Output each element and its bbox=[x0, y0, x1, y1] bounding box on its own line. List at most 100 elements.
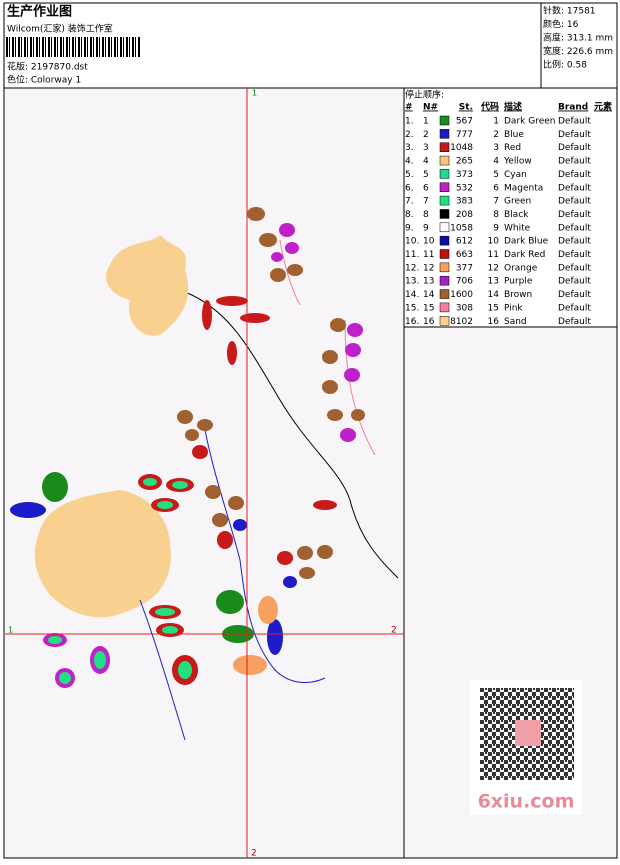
row-index: 6. bbox=[405, 183, 414, 193]
row-brand: Default bbox=[558, 303, 591, 313]
row-stitches: 308 bbox=[456, 303, 473, 313]
row-code: 4 bbox=[493, 157, 499, 167]
row-stitches: 383 bbox=[456, 197, 473, 207]
row-index: 12. bbox=[405, 263, 419, 273]
row-code: 11 bbox=[488, 250, 499, 260]
row-code: 13 bbox=[488, 277, 499, 287]
color-swatch bbox=[439, 142, 450, 152]
row-description: Pink bbox=[504, 303, 523, 313]
stat: 宽度: 226.6 mm bbox=[543, 45, 613, 57]
color-swatch bbox=[439, 169, 450, 179]
row-description: Magenta bbox=[504, 183, 543, 193]
row-index: 8. bbox=[405, 210, 414, 220]
row-n: 3 bbox=[423, 143, 429, 153]
color-swatch bbox=[439, 316, 450, 326]
row-stitches: 208 bbox=[456, 210, 473, 220]
column-header: 代码 bbox=[480, 101, 499, 113]
row-description: Brown bbox=[504, 290, 532, 300]
row-index: 16. bbox=[405, 317, 419, 327]
row-code: 14 bbox=[488, 290, 500, 300]
row-code: 10 bbox=[488, 237, 500, 247]
row-index: 11. bbox=[405, 250, 419, 260]
color-swatch bbox=[439, 289, 450, 299]
row-brand: Default bbox=[558, 263, 591, 273]
column-header: 描述 bbox=[504, 101, 522, 113]
row-n: 5 bbox=[423, 170, 429, 180]
row-brand: Default bbox=[558, 197, 591, 207]
row-stitches: 532 bbox=[456, 183, 473, 193]
column-header: St. bbox=[459, 103, 473, 113]
row-index: 9. bbox=[405, 223, 414, 233]
row-code: 9 bbox=[493, 223, 499, 233]
color-swatch bbox=[439, 209, 450, 219]
row-description: Red bbox=[504, 143, 521, 153]
row-code: 16 bbox=[488, 317, 500, 327]
row-n: 4 bbox=[423, 157, 429, 167]
color-swatch bbox=[439, 129, 450, 139]
row-code: 7 bbox=[493, 197, 499, 207]
row-stitches: 777 bbox=[456, 130, 473, 140]
row-n: 1 bbox=[423, 117, 429, 127]
barcode bbox=[6, 37, 141, 57]
color-swatch bbox=[439, 262, 450, 273]
column-header: N# bbox=[423, 103, 438, 113]
color-swatch bbox=[439, 235, 450, 246]
stat: 颜色: 16 bbox=[543, 18, 579, 30]
row-stitches: 1058 bbox=[450, 223, 473, 233]
row-n: 11 bbox=[423, 250, 434, 260]
axis-label: 1 bbox=[252, 89, 257, 98]
row-index: 2. bbox=[405, 130, 414, 140]
row-index: 13. bbox=[405, 277, 419, 287]
row-n: 7 bbox=[423, 197, 429, 207]
axis-label: 2 bbox=[251, 849, 257, 859]
row-brand: Default bbox=[558, 117, 591, 127]
row-n: 6 bbox=[423, 183, 429, 193]
row-code: 5 bbox=[493, 170, 499, 180]
row-n: 8 bbox=[423, 210, 429, 220]
row-description: Blue bbox=[504, 130, 524, 140]
row-brand: Default bbox=[558, 317, 591, 327]
row-index: 15. bbox=[405, 303, 419, 313]
column-header: 元素 bbox=[594, 101, 612, 113]
row-brand: Default bbox=[558, 143, 591, 153]
row-index: 1. bbox=[405, 117, 414, 127]
title: 生产作业图 bbox=[7, 4, 72, 20]
row-stitches: 612 bbox=[456, 237, 473, 247]
row-brand: Default bbox=[558, 157, 591, 167]
row-n: 13 bbox=[423, 277, 434, 287]
axis-label: 1 bbox=[8, 626, 13, 635]
row-stitches: 8102 bbox=[450, 317, 473, 327]
row-description: Dark Red bbox=[504, 250, 545, 260]
row-stitches: 706 bbox=[456, 277, 473, 287]
row-stitches: 663 bbox=[456, 250, 473, 260]
row-n: 16 bbox=[423, 317, 435, 327]
row-brand: Default bbox=[558, 250, 591, 260]
axis-label: 2 bbox=[391, 626, 397, 636]
row-n: 2 bbox=[423, 130, 429, 140]
row-description: Cyan bbox=[504, 170, 527, 180]
stat: 高度: 313.1 mm bbox=[543, 32, 613, 44]
color-swatch bbox=[439, 155, 450, 166]
row-code: 15 bbox=[488, 303, 499, 313]
row-index: 4. bbox=[405, 157, 414, 167]
row-stitches: 377 bbox=[456, 263, 473, 273]
row-code: 3 bbox=[493, 143, 499, 153]
color-swatch bbox=[439, 115, 450, 126]
row-brand: Default bbox=[558, 183, 591, 193]
row-description: Green bbox=[504, 197, 531, 207]
table-bg bbox=[405, 89, 616, 327]
row-index: 7. bbox=[405, 197, 414, 207]
color-swatch bbox=[439, 182, 450, 192]
row-description: White bbox=[504, 223, 531, 233]
row-description: Sand bbox=[504, 317, 527, 327]
row-stitches: 1600 bbox=[450, 290, 473, 300]
row-brand: Default bbox=[558, 277, 591, 287]
row-description: Yellow bbox=[503, 157, 532, 167]
column-header: # bbox=[405, 103, 413, 113]
row-brand: Default bbox=[558, 130, 591, 140]
stat: 针数: 17581 bbox=[543, 5, 596, 17]
color-swatch bbox=[439, 275, 450, 286]
column-header: Brand bbox=[558, 103, 588, 113]
row-description: Orange bbox=[504, 263, 538, 273]
